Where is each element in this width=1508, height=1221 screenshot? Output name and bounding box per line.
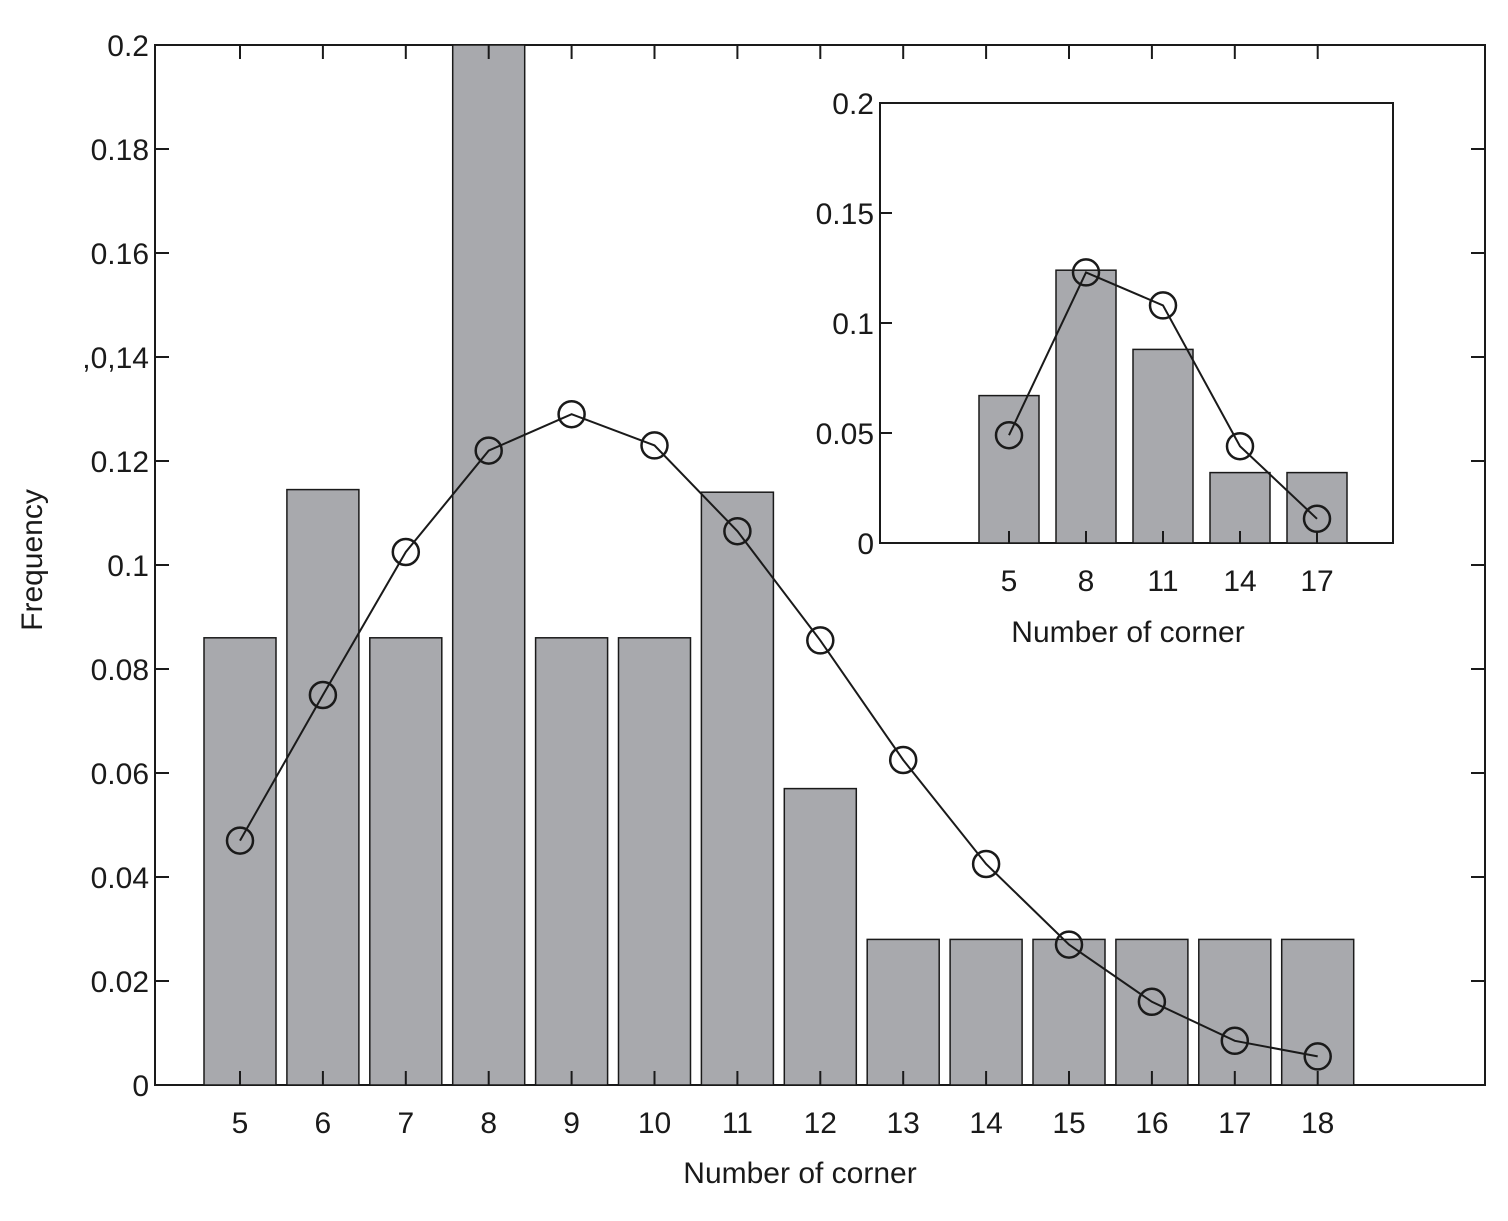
inset-line-marker xyxy=(1071,258,1101,287)
main-line-marker xyxy=(971,849,1001,879)
inset-line-marker xyxy=(994,420,1024,450)
main-y-tick-label: ,0,14 xyxy=(82,342,149,375)
main-bar xyxy=(203,637,277,1086)
main-bar xyxy=(783,787,858,1086)
main-x-tick-label: 14 xyxy=(969,1107,1002,1140)
main-y-tick-label: 0.06 xyxy=(91,758,149,791)
main-x-tick-label: 7 xyxy=(397,1107,414,1140)
main-line-marker xyxy=(723,516,752,546)
main-fitted-line xyxy=(239,413,1318,1058)
main-y-tick-label: 0.18 xyxy=(91,134,149,167)
main-bar xyxy=(451,44,526,1086)
main-y-tick-label: 0.02 xyxy=(91,966,149,999)
inset-x-tick-label: 14 xyxy=(1223,565,1256,598)
main-line-marker xyxy=(640,431,669,460)
inset-y-tick-label: 0.05 xyxy=(816,418,874,451)
inset-fitted-line xyxy=(1008,271,1318,520)
main-bar xyxy=(1280,938,1355,1086)
main-x-tick-label: 5 xyxy=(232,1107,249,1140)
main-line-marker xyxy=(1137,987,1167,1017)
main-line-marker xyxy=(1303,1042,1332,1071)
main-x-tick-label: 13 xyxy=(887,1107,920,1140)
main-x-axis-title: Number of corner xyxy=(683,1157,916,1190)
inset-x-tick-label: 5 xyxy=(1001,565,1018,598)
main-y-tick-label: 0 xyxy=(132,1070,149,1103)
main-line-marker xyxy=(557,399,586,429)
main-y-tick-label: 0.04 xyxy=(91,862,149,895)
main-line-marker xyxy=(225,826,255,855)
main-y-tick-label: 0.2 xyxy=(107,30,149,63)
main-y-tick-label: 0.1 xyxy=(107,550,149,583)
inset-y-tick-label: 0.2 xyxy=(832,88,874,121)
inset-x-tick-label: 8 xyxy=(1078,565,1095,598)
main-y-tick-label: 0.16 xyxy=(91,238,149,271)
main-x-tick-label: 11 xyxy=(722,1107,753,1140)
main-line-marker xyxy=(888,745,918,775)
inset-line-marker xyxy=(1225,431,1255,461)
inset-y-tick-label: 0.15 xyxy=(816,198,874,231)
main-x-tick-label: 6 xyxy=(315,1107,332,1140)
main-x-tick-label: 17 xyxy=(1218,1107,1251,1140)
inset-y-tick-label: 0 xyxy=(857,528,874,561)
main-line-marker xyxy=(806,626,835,655)
main-bar xyxy=(534,637,609,1086)
inset-x-tick-label: 17 xyxy=(1300,565,1333,598)
main-x-tick-label: 15 xyxy=(1052,1107,1085,1140)
main-x-tick-label: 12 xyxy=(804,1107,837,1140)
main-bar xyxy=(866,938,940,1086)
main-x-tick-label: 16 xyxy=(1135,1107,1168,1140)
main-y-axis-title: Frequency xyxy=(16,489,49,631)
main-bar xyxy=(1115,938,1189,1086)
main-line-marker xyxy=(308,680,338,710)
main-x-tick-label: 9 xyxy=(563,1107,580,1140)
main-bar xyxy=(1198,938,1272,1086)
main-line-marker xyxy=(1220,1026,1250,1056)
inset-bar xyxy=(1055,269,1117,544)
main-y-tick-label: 0.12 xyxy=(91,446,149,479)
inset-bar xyxy=(978,394,1040,544)
main-bar xyxy=(617,637,692,1086)
main-x-tick-label: 18 xyxy=(1301,1107,1334,1140)
main-x-tick-label: 10 xyxy=(638,1107,671,1140)
main-bar xyxy=(286,488,360,1086)
main-y-tick-label: 0.08 xyxy=(91,654,149,687)
main-x-tick-label: 8 xyxy=(480,1107,497,1140)
inset-x-axis-title: Number of corner xyxy=(1011,616,1244,649)
main-bar xyxy=(369,637,443,1086)
inset-line-marker xyxy=(1148,291,1178,320)
inset-x-tick-label: 11 xyxy=(1147,565,1178,598)
inset-y-tick-label: 0.1 xyxy=(832,308,874,341)
main-bar xyxy=(700,491,775,1086)
main-line-marker xyxy=(391,537,421,567)
main-bar xyxy=(949,938,1023,1086)
main-line-marker xyxy=(474,436,503,465)
inset-bar xyxy=(1132,348,1194,544)
main-line-marker xyxy=(1054,930,1084,959)
